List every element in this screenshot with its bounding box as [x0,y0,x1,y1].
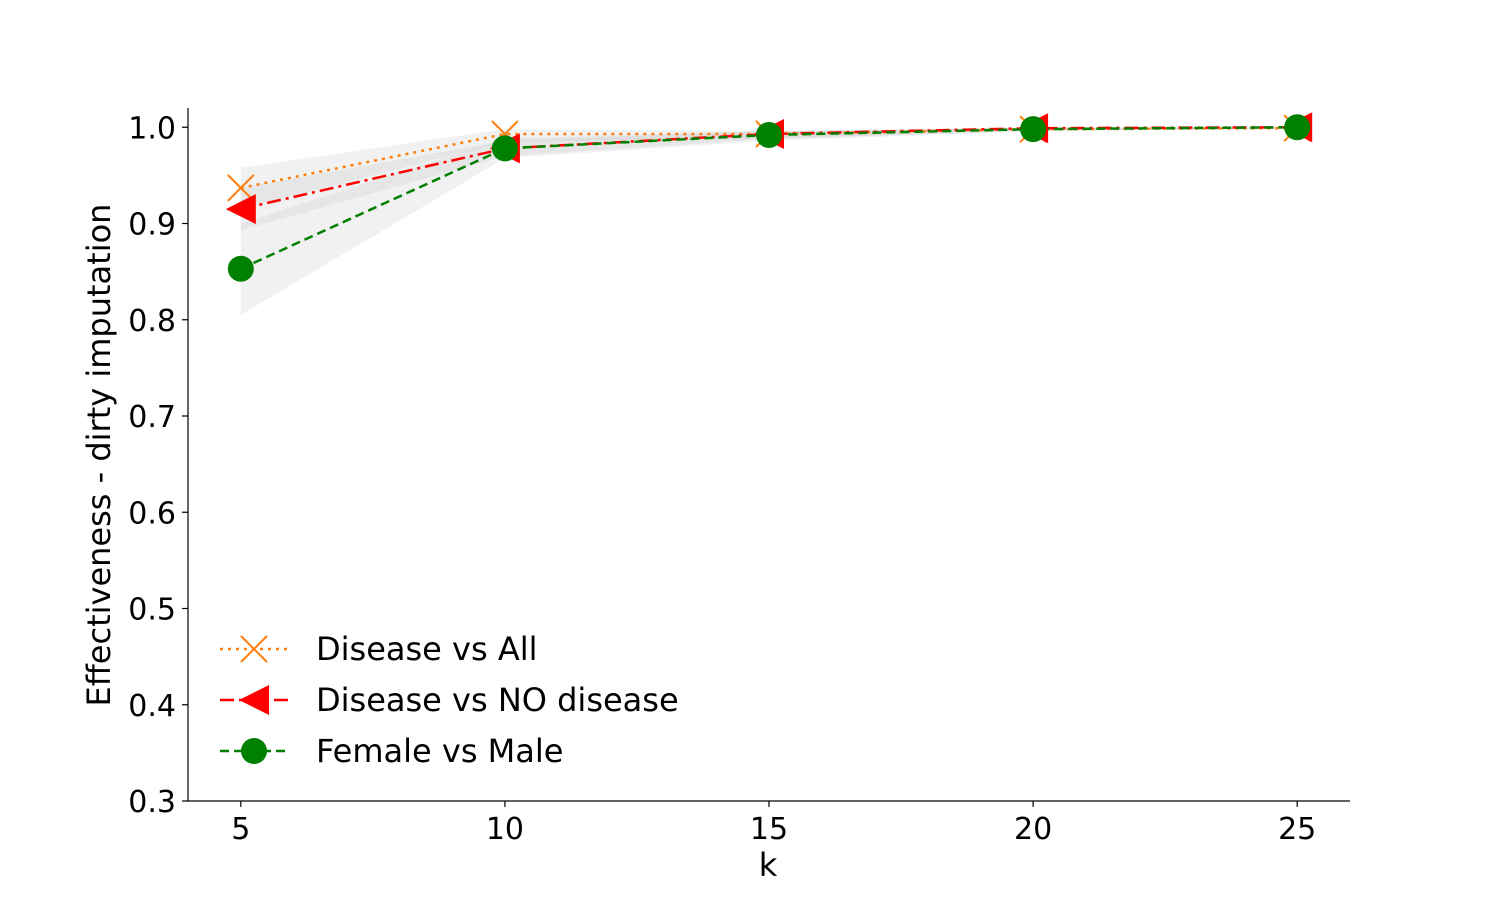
y-tick-label: 0.8 [128,304,176,339]
x-tick-label: 25 [1278,812,1316,847]
legend-label-2: Female vs Male [316,732,563,770]
x-tick-label: 20 [1014,812,1052,847]
legend-marker-1 [239,685,269,715]
y-tick-label: 1.0 [128,111,176,146]
x-axis-label: k [759,846,778,884]
x-tick-label: 10 [486,812,524,847]
data-point-s1-0 [225,194,256,225]
x-tick-label: 15 [750,812,788,847]
y-tick-label: 0.4 [128,689,176,724]
data-point-s2-3 [1020,116,1047,143]
legend-label-0: Disease vs All [316,630,537,668]
y-axis-label: Effectiveness - dirty imputation [80,204,118,707]
data-point-s0-0 [227,174,255,202]
x-tick-label: 5 [231,812,250,847]
y-tick-label: 0.6 [128,496,176,531]
data-point-s2-2 [756,121,782,148]
legend: Disease vs All Disease vs NO disease Femal… [220,630,679,770]
ticks: 5 10 15 20 25 0.3 0.4 0.5 0.6 0.7 0.8 0.9 1.0 [128,111,1316,847]
y-tick-label: 0.3 [128,785,176,820]
legend-marker-0-stroke [240,635,268,663]
series-markers [225,112,1313,282]
y-tick-label: 0.7 [128,400,176,435]
legend-marker-0 [240,635,268,663]
data-point-s2-0 [227,255,254,282]
data-point-s2-1 [491,135,518,162]
data-point-s0-0-stroke [227,174,255,202]
legend-marker-2 [241,738,267,764]
data-point-s2-4 [1284,114,1311,141]
y-tick-label: 0.9 [128,208,176,243]
legend-label-1: Disease vs NO disease [316,681,679,719]
y-tick-label: 0.5 [128,593,176,628]
